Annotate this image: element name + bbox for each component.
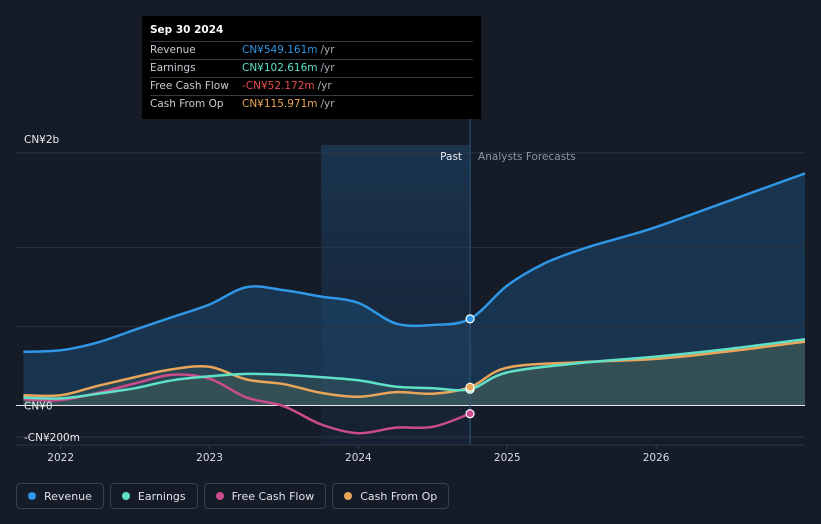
- data-tooltip: Sep 30 2024 Revenue CN¥549.161m /yr Earn…: [142, 16, 481, 119]
- tooltip-unit: /yr: [320, 62, 335, 74]
- past-label: Past: [440, 151, 462, 163]
- legend-label: Cash From Op: [360, 489, 438, 503]
- forecast-label: Analysts Forecasts: [478, 151, 576, 163]
- tooltip-date: Sep 30 2024: [150, 24, 224, 36]
- chart-series-lines: [23, 172, 806, 435]
- legend-item-free-cash-flow[interactable]: Free Cash Flow: [203, 483, 327, 509]
- legend-label: Free Cash Flow: [231, 489, 315, 503]
- tooltip-label: Revenue: [150, 44, 196, 56]
- area-fill-cash-from-op: [23, 341, 805, 406]
- chart-background-layer: [321, 145, 471, 445]
- x-tick-label: 2024: [345, 452, 372, 464]
- tooltip-value: CN¥115.971m: [242, 98, 318, 110]
- past-period-highlight: [321, 145, 471, 445]
- legend-item-earnings[interactable]: Earnings: [109, 483, 198, 509]
- tooltip-row-free-cash-flow: Free Cash Flow -CN¥52.172m /yr: [150, 77, 473, 95]
- tooltip-value: CN¥102.616m: [242, 62, 318, 74]
- y-axis-label: CN¥2b: [24, 134, 60, 146]
- legend-item-revenue[interactable]: Revenue: [16, 483, 104, 509]
- tooltip-value: CN¥549.161m: [242, 44, 318, 56]
- legend-label: Revenue: [44, 489, 92, 503]
- series-line-revenue: [23, 172, 806, 354]
- tooltip-unit: /yr: [320, 44, 335, 56]
- series-line-earnings: [23, 337, 806, 400]
- tooltip-label: Cash From Op: [150, 98, 224, 110]
- area-fill-revenue: [23, 173, 805, 406]
- tooltip-row-revenue: Revenue CN¥549.161m /yr: [150, 41, 473, 59]
- tooltip-label: Earnings: [150, 62, 196, 74]
- tooltip-row-cash-from-op: Cash From Op CN¥115.971m /yr: [150, 95, 473, 113]
- legend-label: Earnings: [137, 489, 186, 503]
- chart-legend: Revenue Earnings Free Cash Flow Cash Fro…: [16, 483, 450, 509]
- x-tick-label: 2025: [494, 452, 521, 464]
- y-axis-label: -CN¥200m: [24, 432, 80, 444]
- tooltip-row-earnings: Earnings CN¥102.616m /yr: [150, 59, 473, 77]
- x-tick-label: 2023: [196, 452, 223, 464]
- x-tick-label: 2026: [643, 452, 670, 464]
- chart-markers: [465, 314, 475, 419]
- tooltip-label: Free Cash Flow: [150, 80, 229, 92]
- data-point-marker: [465, 409, 475, 419]
- legend-dot-icon: [121, 492, 130, 500]
- legend-dot-icon: [344, 492, 353, 500]
- chart-area-fills: [23, 173, 805, 406]
- tooltip-unit: /yr: [317, 80, 332, 92]
- legend-dot-icon: [28, 492, 36, 500]
- x-tick-label: 2022: [47, 452, 74, 464]
- tooltip-unit: /yr: [320, 98, 335, 110]
- y-axis-label: CN¥0: [24, 401, 53, 413]
- chart-text-layer: CN¥2b CN¥0 -CN¥200m 2022 2023 2024 2025 2026 Pas…: [24, 134, 670, 464]
- legend-item-cash-from-op[interactable]: Cash From Op: [332, 483, 450, 509]
- data-point-marker: [465, 382, 475, 392]
- data-point-marker: [465, 314, 475, 324]
- tooltip-value: -CN¥52.172m: [242, 80, 315, 92]
- area-fill-earnings: [23, 339, 805, 406]
- legend-dot-icon: [215, 492, 224, 500]
